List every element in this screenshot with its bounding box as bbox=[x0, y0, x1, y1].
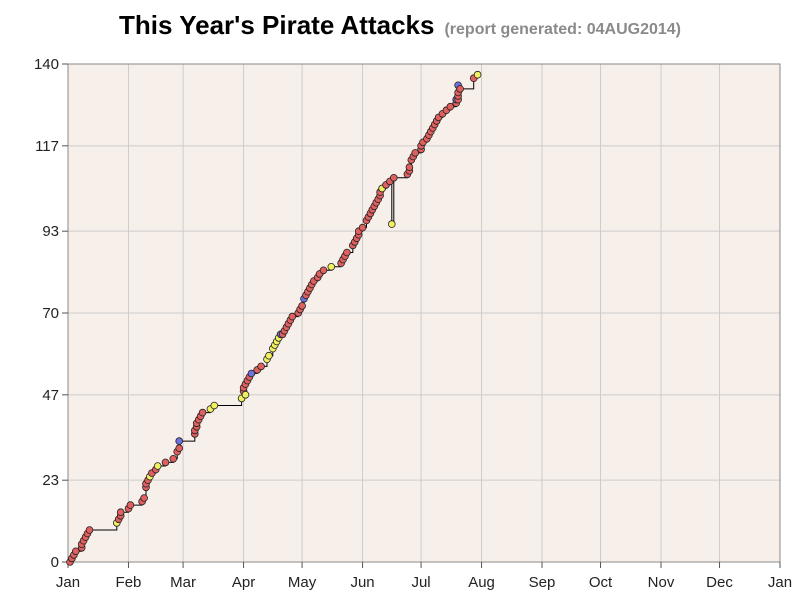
data-point-attack bbox=[257, 362, 265, 371]
x-tick-label: Sep bbox=[529, 574, 556, 591]
y-tick-label: 93 bbox=[42, 223, 59, 240]
data-point-attempt bbox=[153, 462, 162, 470]
y-tick-label: 117 bbox=[35, 138, 59, 155]
y-tick-label: 70 bbox=[42, 305, 59, 322]
data-point-attack bbox=[456, 85, 464, 93]
chart-subtitle: (report generated: 04AUG2014) bbox=[444, 21, 681, 38]
data-point-attack bbox=[298, 302, 306, 310]
y-tick-label: 47 bbox=[42, 387, 59, 404]
x-axis-ticks: Jan Feb Mar Apr May Jun Jul Aug Sep Oct Nov Dec Jan bbox=[56, 562, 792, 591]
data-point-attack bbox=[446, 102, 455, 111]
y-tick-label: 23 bbox=[42, 472, 59, 489]
data-points bbox=[66, 70, 482, 566]
data-point-attack bbox=[116, 508, 125, 517]
data-point-attack bbox=[126, 501, 135, 509]
data-point-attempt bbox=[265, 351, 273, 360]
data-point-attack bbox=[140, 494, 148, 502]
data-point-attempt bbox=[327, 262, 336, 271]
x-tick-label: Jan bbox=[768, 574, 792, 591]
x-tick-label: Nov bbox=[648, 574, 675, 591]
data-point-attack bbox=[405, 163, 414, 172]
data-point-attack bbox=[198, 408, 207, 417]
y-tick-label: 140 bbox=[34, 56, 59, 73]
x-tick-label: Apr bbox=[232, 574, 255, 591]
data-point-attack bbox=[175, 444, 184, 453]
data-point-attempt bbox=[387, 220, 396, 228]
data-point-attempt bbox=[210, 401, 219, 410]
data-point-attack bbox=[161, 458, 170, 467]
y-tick-label: 0 bbox=[51, 554, 59, 571]
x-tick-label: Oct bbox=[589, 574, 613, 591]
data-point-attack bbox=[169, 454, 178, 463]
chart-title: This Year's Pirate Attacks bbox=[119, 10, 435, 40]
x-tick-label: Feb bbox=[116, 574, 142, 591]
x-tick-label: May bbox=[288, 574, 317, 591]
y-axis-ticks: 0 23 47 70 93 117 140 bbox=[34, 56, 68, 571]
data-point-attack bbox=[411, 149, 420, 157]
x-tick-label: Jun bbox=[350, 574, 374, 591]
x-tick-label: Mar bbox=[170, 574, 196, 591]
data-point-other bbox=[247, 369, 256, 378]
data-point-attack bbox=[72, 547, 80, 556]
data-point-attack bbox=[319, 266, 328, 275]
x-tick-label: Aug bbox=[468, 574, 495, 591]
data-point-attack bbox=[85, 526, 94, 534]
data-point-other bbox=[175, 437, 184, 445]
x-tick-label: Dec bbox=[706, 574, 733, 591]
x-tick-label: Jan bbox=[56, 574, 80, 591]
data-point-attack bbox=[343, 248, 351, 257]
chart-title-row: This Year's Pirate Attacks (report genera… bbox=[0, 10, 800, 41]
data-point-attempt bbox=[241, 390, 250, 399]
data-point-attempt bbox=[473, 70, 482, 79]
data-point-attack bbox=[389, 174, 398, 182]
data-point-attack bbox=[288, 312, 297, 321]
data-point-attack bbox=[358, 223, 367, 232]
x-tick-label: Jul bbox=[411, 574, 430, 591]
